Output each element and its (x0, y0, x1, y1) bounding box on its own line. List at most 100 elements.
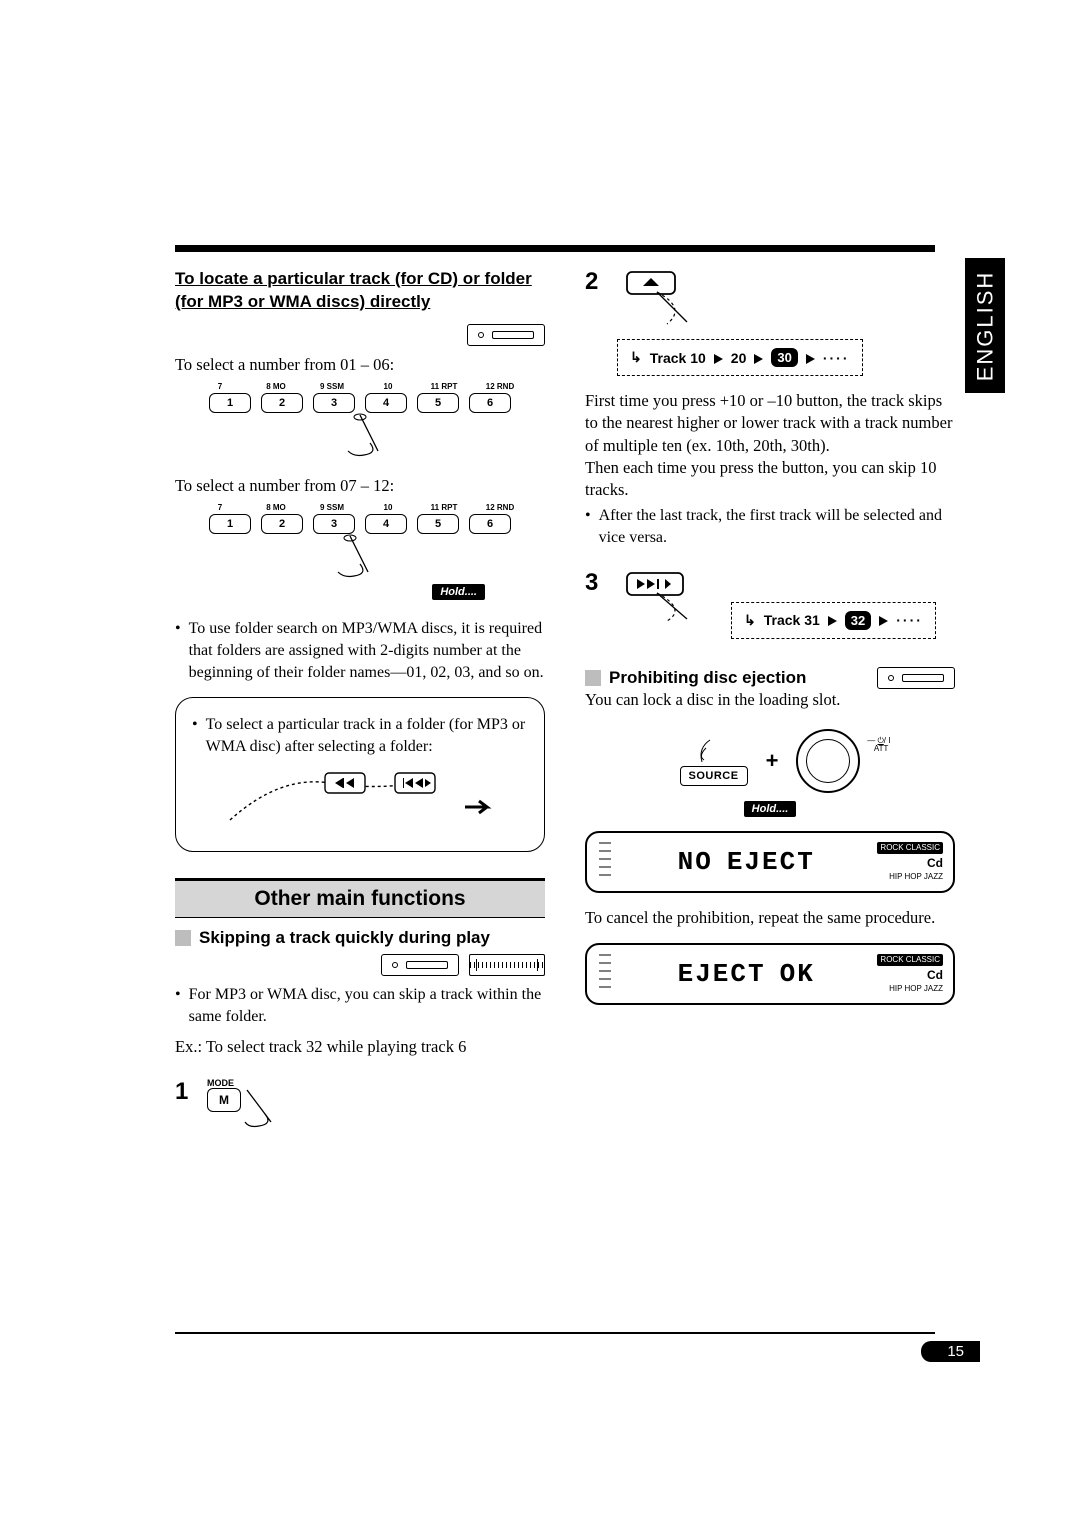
lcd-text: EJECT (678, 959, 766, 989)
btn-label: 12 RND (481, 503, 519, 512)
prohibit-text: You can lock a disc in the loading slot. (585, 689, 955, 711)
btn-label: 7 (201, 503, 239, 512)
cancel-text: To cancel the prohibition, repeat the sa… (585, 907, 955, 929)
remote-icon (381, 954, 459, 976)
press-finger-icon (694, 736, 734, 764)
lcd-cd: Cd (877, 856, 943, 870)
skip-note: For MP3 or WMA disc, you can skip a trac… (175, 984, 545, 1027)
left-column: To locate a particular track (for CD) or… (175, 268, 545, 1132)
preset-button[interactable]: 3 (313, 393, 355, 413)
step-number: 3 (585, 569, 607, 597)
prohibit-row: Prohibiting disc ejection (585, 667, 955, 689)
preset-button[interactable]: 4 (365, 514, 407, 534)
bottom-rule (175, 1332, 935, 1334)
btn-label: 11 RPT (425, 503, 463, 512)
lcd-left-icon (597, 839, 615, 885)
step-2: 2 ↳ Track 10 20 30 (585, 268, 955, 376)
remote-icon (467, 324, 545, 346)
button-row-2: 7 8 MO 9 SSM 10 11 RPT 12 RND 1 2 3 4 5 … (175, 503, 545, 600)
preset-button[interactable]: 3 (313, 514, 355, 534)
step3-sequence-box: ↳ Track 31 32 ···· (731, 602, 936, 639)
lcd-eject-ok: EJECT OK ROCK CLASSIC Cd HIP HOP JAZZ (585, 943, 955, 1005)
press-finger-hold-icon (320, 534, 400, 588)
preset-button[interactable]: 1 (209, 514, 251, 534)
preset-button[interactable]: 5 (417, 393, 459, 413)
select-01-06: To select a number from 01 – 06: (175, 354, 545, 376)
source-button[interactable]: SOURCE (680, 766, 748, 786)
mode-button[interactable]: M (207, 1088, 241, 1112)
btn-label: 10 (369, 503, 407, 512)
folder-note: To use folder search on MP3/WMA discs, i… (175, 618, 545, 683)
up-button-press-icon (617, 268, 727, 328)
lcd-badge: ROCK CLASSIC (877, 842, 943, 854)
button-row-1: 7 8 MO 9 SSM 10 11 RPT 12 RND 1 2 3 4 5 … (175, 382, 545, 457)
seq-pill: 30 (771, 348, 797, 367)
press-finger-icon (330, 413, 390, 457)
preset-button[interactable]: 4 (365, 393, 407, 413)
lcd-text: OK (780, 959, 815, 989)
press-finger-icon (243, 1088, 293, 1132)
step2-para1: First time you press +10 or –10 button, … (585, 390, 955, 457)
folder-note-text: To use folder search on MP3/WMA discs, i… (189, 618, 545, 683)
btn-label: 12 RND (481, 382, 519, 391)
btn-label: 9 SSM (313, 503, 351, 512)
language-tab: ENGLISH (965, 258, 1005, 393)
remote-cd-row (175, 954, 545, 976)
preset-button[interactable]: 6 (469, 514, 511, 534)
content-columns: To locate a particular track (for CD) or… (175, 268, 980, 1132)
cd-slot-icon (469, 954, 545, 976)
remote-icon (877, 667, 955, 689)
btn-label: 8 MO (257, 503, 295, 512)
arrow-icon (806, 350, 815, 366)
seq-text: Track 31 (764, 612, 820, 628)
section-band: Other main functions (175, 878, 545, 918)
step2-para2: Then each time you press the button, you… (585, 457, 955, 502)
lcd-no-eject: NO EJECT ROCK CLASSIC Cd HIP HOP JAZZ (585, 831, 955, 893)
track-nav-icon (220, 765, 500, 835)
skip-note-text: For MP3 or WMA disc, you can skip a trac… (189, 984, 545, 1027)
step-3: 3 ↳ Track 31 32 ···· (585, 569, 955, 639)
seq-arrow: ↳ (630, 349, 642, 366)
btn-label: 10 (369, 382, 407, 391)
skip-heading-text: Skipping a track quickly during play (199, 928, 490, 948)
example-text: Ex.: To select track 32 while playing tr… (175, 1036, 545, 1058)
lcd-cd: Cd (877, 968, 943, 982)
arrow-icon (828, 612, 837, 628)
grey-square-icon (585, 670, 601, 686)
source-dial-row: SOURCE + — ⏻/ I ATT (585, 729, 955, 793)
lcd-text: EJECT (727, 847, 815, 877)
tip-text: To select a particular track in a folder… (206, 714, 528, 757)
seq-dots: ···· (823, 350, 850, 366)
hold-badge: Hold.... (432, 584, 485, 600)
skip-heading: Skipping a track quickly during play (175, 928, 545, 948)
btn-label: 11 RPT (425, 382, 463, 391)
locate-heading: To locate a particular track (for CD) or… (175, 268, 545, 314)
lcd-text: NO (678, 847, 713, 877)
preset-button[interactable]: 5 (417, 514, 459, 534)
arrow-icon (714, 350, 723, 366)
remote-icon-row (175, 324, 545, 346)
grey-square-icon (175, 930, 191, 946)
preset-button[interactable]: 2 (261, 514, 303, 534)
hold-badge: Hold.... (744, 801, 797, 817)
tip-box: To select a particular track in a folder… (175, 697, 545, 852)
preset-button[interactable]: 6 (469, 393, 511, 413)
seq-text: 20 (731, 350, 747, 366)
btn-label: 9 SSM (313, 382, 351, 391)
lcd-badge: HIP HOP JAZZ (877, 984, 943, 994)
select-07-12: To select a number from 07 – 12: (175, 475, 545, 497)
step2-bullet: After the last track, the first track wi… (585, 505, 955, 548)
next-button-press-icon (617, 569, 727, 625)
step2-sequence-box: ↳ Track 10 20 30 ···· (617, 339, 863, 376)
control-dial[interactable] (796, 729, 860, 793)
preset-button[interactable]: 1 (209, 393, 251, 413)
top-rule (175, 245, 935, 252)
step2-bullet-text: After the last track, the first track wi… (599, 505, 955, 548)
preset-button[interactable]: 2 (261, 393, 303, 413)
prohibit-heading-text: Prohibiting disc ejection (609, 668, 806, 688)
seq-pill: 32 (845, 611, 871, 630)
arrow-icon (754, 350, 763, 366)
btn-label: 7 (201, 382, 239, 391)
lcd-badge: HIP HOP JAZZ (877, 872, 943, 882)
lcd-badge: ROCK CLASSIC (877, 954, 943, 966)
